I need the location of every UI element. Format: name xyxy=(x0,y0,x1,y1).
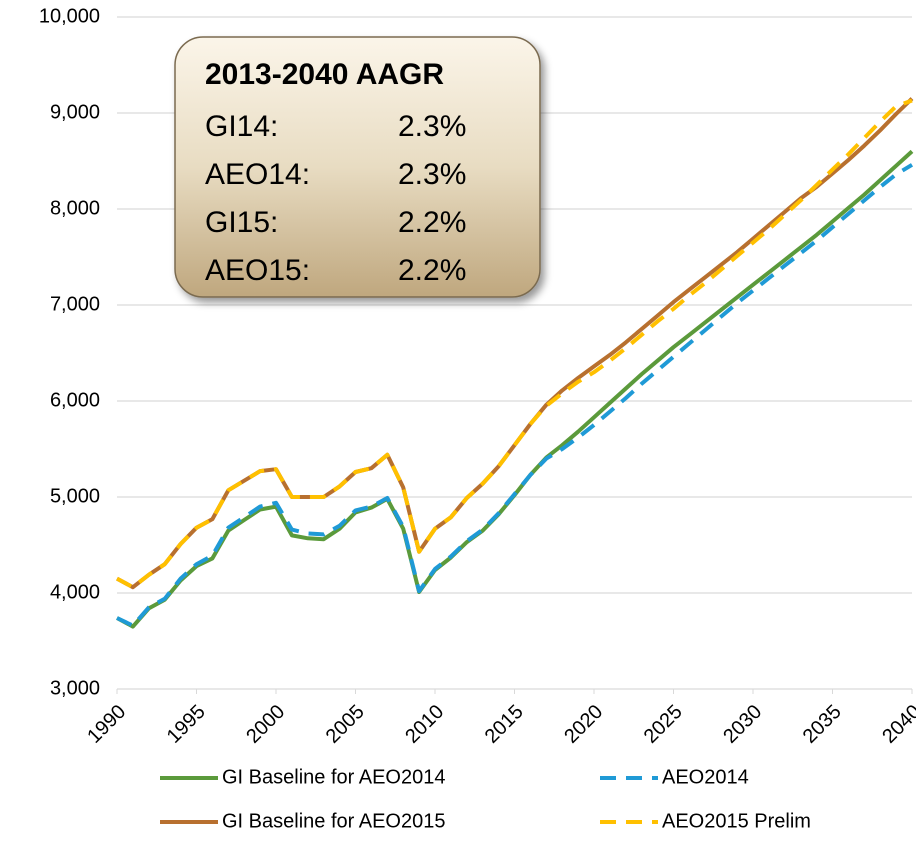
legend-label: AEO2015 Prelim xyxy=(662,810,811,832)
legend-label: AEO2014 xyxy=(662,766,749,788)
y-tick-label: 10,000 xyxy=(39,5,100,27)
annotation-label: AEO14: xyxy=(205,158,310,191)
annotation-label: AEO15: xyxy=(205,254,310,287)
x-tick-label: 2000 xyxy=(242,701,289,748)
x-tick-label: 2010 xyxy=(401,701,448,748)
x-tick-label: 1995 xyxy=(163,701,210,748)
legend-label: GI Baseline for AEO2015 xyxy=(222,810,445,832)
series-line xyxy=(116,97,914,590)
x-tick-label: 2030 xyxy=(719,701,766,748)
y-tick-label: 9,000 xyxy=(50,101,100,123)
x-tick-label: 2005 xyxy=(322,701,369,748)
annotation-label: GI14: xyxy=(205,110,278,143)
y-tick-label: 4,000 xyxy=(50,581,100,603)
annotation-title: 2013-2040 AAGR xyxy=(205,58,444,91)
x-tick-label: 2020 xyxy=(560,701,607,748)
y-tick-label: 8,000 xyxy=(50,197,100,219)
annotation-label: GI15: xyxy=(205,206,278,239)
x-tick-label: 1990 xyxy=(83,701,130,748)
legend-label: GI Baseline for AEO2014 xyxy=(222,766,445,788)
annotation-box xyxy=(174,36,541,298)
annotation-value: 2.3% xyxy=(398,110,466,143)
annotation-value: 2.3% xyxy=(398,158,466,191)
x-tick-label: 2015 xyxy=(481,701,528,748)
y-tick-label: 7,000 xyxy=(50,293,100,315)
annotation: 2013-2040 AAGR GI14: 2.3% AEO14: 2.3% GI15: 2… xyxy=(174,36,541,298)
y-tick-label: 3,000 xyxy=(50,677,100,699)
annotation-value: 2.2% xyxy=(398,206,466,239)
lines xyxy=(116,97,914,629)
y-tick-label: 5,000 xyxy=(50,485,100,507)
x-tick-label: 2025 xyxy=(640,701,687,748)
x-tick-label: 2040 xyxy=(878,701,916,748)
series-line xyxy=(116,98,913,590)
series-line xyxy=(116,163,914,628)
x-tick-label: 2035 xyxy=(799,701,846,748)
annotation-value: 2.2% xyxy=(398,254,466,287)
y-tick-label: 6,000 xyxy=(50,389,100,411)
legend: GI Baseline for AEO2014 AEO2014 GI Baselin… xyxy=(160,766,811,832)
